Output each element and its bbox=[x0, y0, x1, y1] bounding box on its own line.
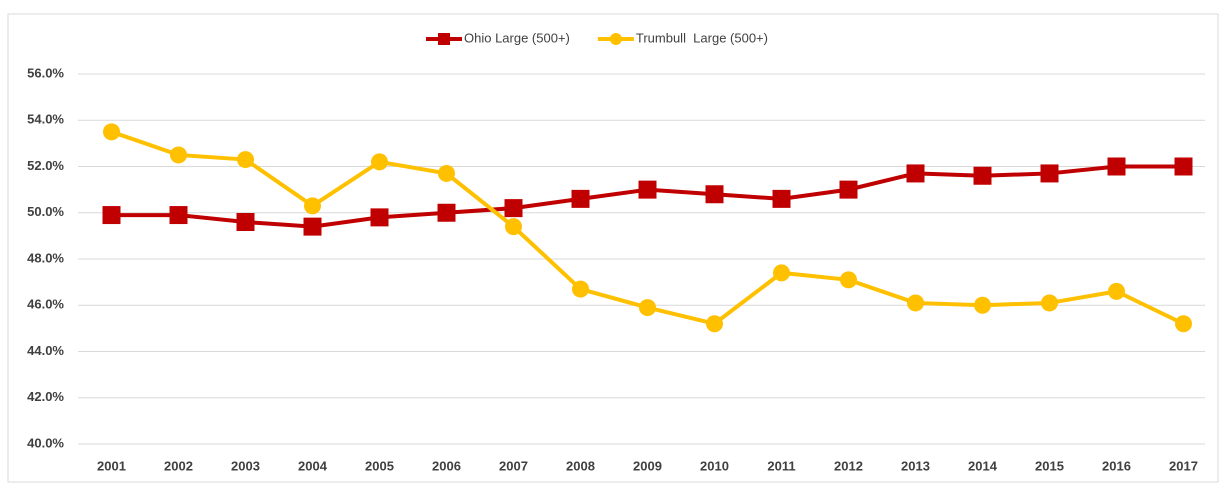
marker bbox=[170, 146, 187, 164]
x-tick-label: 2014 bbox=[968, 458, 998, 473]
marker bbox=[974, 296, 991, 314]
marker bbox=[638, 180, 657, 199]
y-tick-label: 46.0% bbox=[27, 297, 64, 312]
x-tick-label: 2015 bbox=[1035, 458, 1064, 473]
x-tick-label: 2016 bbox=[1102, 458, 1131, 473]
y-tick-label: 48.0% bbox=[27, 250, 64, 265]
marker bbox=[1174, 157, 1193, 176]
y-tick-label: 50.0% bbox=[27, 204, 64, 219]
marker bbox=[504, 199, 523, 218]
y-tick-label: 40.0% bbox=[27, 435, 64, 450]
marker bbox=[706, 315, 723, 333]
marker bbox=[973, 166, 992, 185]
marker bbox=[571, 189, 590, 208]
marker bbox=[237, 151, 254, 169]
marker bbox=[907, 294, 924, 312]
marker bbox=[437, 203, 456, 222]
marker bbox=[840, 271, 857, 289]
x-tick-label: 2006 bbox=[432, 458, 461, 473]
marker bbox=[1040, 164, 1059, 183]
marker bbox=[303, 217, 322, 236]
marker bbox=[169, 206, 188, 225]
x-tick-label: 2005 bbox=[365, 458, 394, 473]
marker bbox=[102, 206, 121, 225]
marker bbox=[103, 123, 120, 141]
marker bbox=[505, 218, 522, 236]
marker bbox=[705, 185, 724, 204]
x-tick-label: 2010 bbox=[700, 458, 729, 473]
x-tick-label: 2004 bbox=[298, 458, 328, 473]
legend-marker bbox=[438, 33, 450, 45]
y-tick-label: 42.0% bbox=[27, 389, 64, 404]
marker bbox=[906, 164, 925, 183]
y-tick-label: 56.0% bbox=[27, 65, 64, 80]
marker bbox=[1175, 315, 1192, 333]
legend-marker bbox=[609, 33, 622, 45]
marker bbox=[772, 189, 791, 208]
marker bbox=[304, 197, 321, 215]
y-tick-label: 54.0% bbox=[27, 112, 64, 127]
marker bbox=[639, 299, 656, 317]
marker bbox=[236, 213, 255, 231]
y-tick-label: 52.0% bbox=[27, 158, 64, 173]
x-tick-label: 2003 bbox=[231, 458, 260, 473]
x-tick-label: 2017 bbox=[1169, 458, 1198, 473]
x-tick-label: 2012 bbox=[834, 458, 863, 473]
marker bbox=[371, 153, 388, 171]
x-tick-label: 2001 bbox=[97, 458, 126, 473]
y-tick-label: 44.0% bbox=[27, 343, 64, 358]
marker bbox=[839, 180, 858, 199]
marker bbox=[773, 264, 790, 282]
x-tick-label: 2007 bbox=[499, 458, 528, 473]
marker bbox=[438, 164, 455, 182]
x-tick-label: 2009 bbox=[633, 458, 662, 473]
x-tick-label: 2008 bbox=[566, 458, 595, 473]
chart-border bbox=[7, 13, 1219, 483]
legend-label: Trumbull Large (500+) bbox=[636, 30, 768, 45]
x-tick-label: 2011 bbox=[767, 458, 795, 473]
marker bbox=[1108, 282, 1125, 300]
marker bbox=[572, 280, 589, 298]
x-tick-label: 2013 bbox=[901, 458, 930, 473]
legend-label: Ohio Large (500+) bbox=[464, 30, 570, 45]
marker bbox=[370, 208, 389, 227]
x-tick-label: 2002 bbox=[164, 458, 193, 473]
marker bbox=[1041, 294, 1058, 312]
marker bbox=[1107, 157, 1126, 176]
